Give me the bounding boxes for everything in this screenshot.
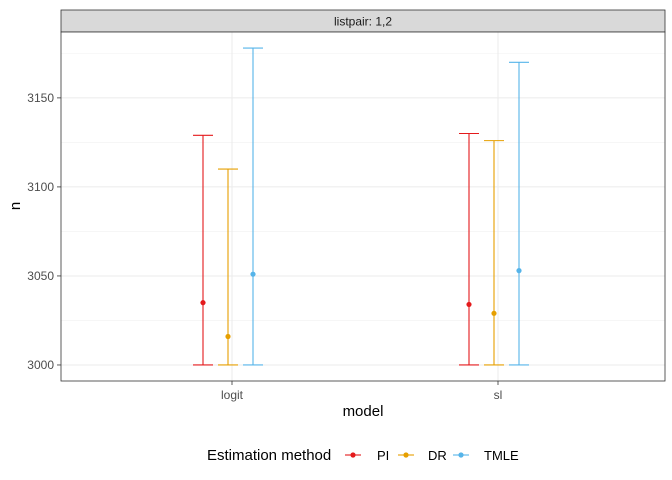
legend-label-tmle: TMLE — [484, 448, 519, 463]
major-gridlines — [61, 32, 665, 381]
legend-key-point-pi — [350, 452, 356, 458]
legend-key-point-dr — [403, 452, 409, 458]
plot-panel — [61, 32, 665, 381]
chart-marks — [193, 47, 529, 366]
legend-item-dr: DR — [398, 448, 447, 463]
legend: Estimation method PI DR TMLE — [207, 447, 519, 464]
y-axis-title: n — [7, 202, 24, 210]
y-tick-label: 3150 — [27, 91, 54, 105]
point-tmle — [250, 271, 256, 277]
y-tick-label: 3050 — [27, 269, 54, 283]
x-axis-title: model — [343, 403, 384, 420]
x-tick-label: sl — [494, 388, 503, 402]
y-axis-ticks: 3000 3050 3100 3150 — [27, 91, 61, 372]
x-axis-ticks: logit sl — [221, 381, 502, 402]
legend-title: Estimation method — [207, 447, 331, 464]
plot-panel-border — [60, 31, 666, 382]
x-tick-label: logit — [221, 388, 244, 402]
y-tick-label: 3100 — [27, 180, 54, 194]
point-tmle — [516, 268, 522, 274]
minor-gridlines — [61, 53, 665, 321]
point-pi — [466, 301, 472, 308]
errorbar-pi-sl — [459, 132, 479, 366]
legend-key-point-tmle — [458, 452, 464, 458]
legend-item-pi: PI — [345, 448, 389, 463]
errorbar-dr-logit — [218, 168, 238, 366]
errorbar-dr-sl — [484, 140, 504, 366]
errorbar-tmle-logit — [243, 47, 263, 366]
legend-label-pi: PI — [377, 448, 389, 463]
errorbar-tmle-sl — [509, 61, 529, 366]
errorbar-pi-logit — [193, 134, 213, 366]
legend-label-dr: DR — [428, 448, 447, 463]
point-pi — [200, 300, 206, 306]
point-dr — [491, 310, 497, 316]
legend-item-tmle: TMLE — [453, 448, 519, 463]
facet-strip-label: listpair: 1,2 — [334, 15, 392, 29]
y-tick-label: 3000 — [27, 358, 54, 372]
point-dr — [225, 333, 231, 340]
